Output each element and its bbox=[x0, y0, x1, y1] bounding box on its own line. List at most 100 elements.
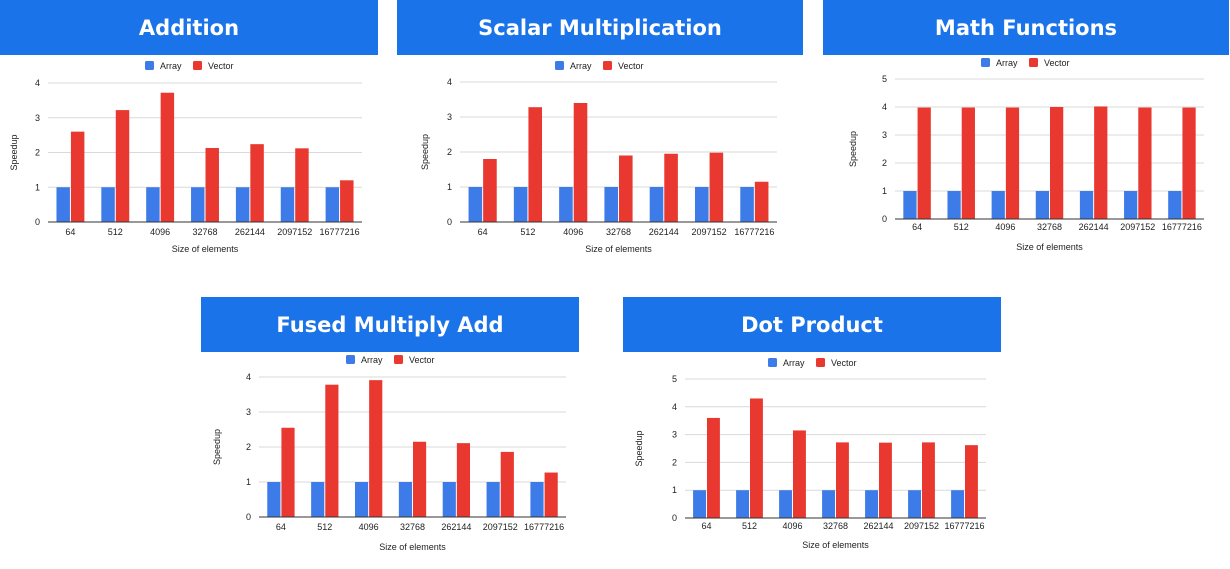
y-tick-label: 1 bbox=[35, 182, 40, 192]
vector-bar bbox=[619, 155, 633, 222]
array-bar bbox=[865, 490, 878, 518]
x-tick-label: 512 bbox=[108, 227, 123, 237]
vector-bar bbox=[340, 180, 354, 222]
chart-panel-math-functions: Math Functions 0 1 2 3 4 5 64 512 4096 32768 26214… bbox=[823, 0, 1229, 270]
array-bar bbox=[779, 490, 792, 518]
x-tick-label: 16777216 bbox=[734, 227, 774, 237]
array-bar bbox=[1079, 191, 1094, 219]
vector-bar bbox=[528, 107, 543, 222]
array-bar bbox=[311, 482, 325, 517]
y-tick-label: 4 bbox=[672, 402, 677, 412]
vector-bar bbox=[836, 442, 849, 518]
x-tick-label: 2097152 bbox=[483, 522, 518, 532]
y-tick-label: 3 bbox=[35, 113, 40, 123]
y-tick-label: 0 bbox=[447, 217, 452, 227]
chart-title-banner: Dot Product bbox=[623, 297, 1001, 352]
y-tick-label: 4 bbox=[447, 77, 452, 87]
legend-swatch-array bbox=[346, 355, 355, 364]
array-bar bbox=[398, 482, 412, 517]
chart-panel-addition: Addition 0 1 2 3 4 64 512 4096 32768 262144 209715… bbox=[0, 0, 378, 270]
vector-bar bbox=[70, 131, 85, 222]
legend-label-array: Array bbox=[996, 58, 1018, 68]
x-tick-label: 16777216 bbox=[1162, 222, 1202, 232]
x-tick-label: 2097152 bbox=[904, 521, 939, 531]
array-bar bbox=[1168, 191, 1182, 219]
chart-dot-product: 0 1 2 3 4 5 64 512 4096 32768 262144 2097152 1677721… bbox=[634, 358, 986, 550]
legend-label-vector: Vector bbox=[618, 61, 644, 71]
x-tick-label: 16777216 bbox=[524, 522, 564, 532]
y-tick-label: 3 bbox=[447, 112, 452, 122]
array-bar bbox=[903, 191, 917, 219]
chart-panel-dot-product: Dot Product 0 1 2 3 4 5 64 512 4096 32768 262144 20… bbox=[623, 297, 1001, 562]
x-tick-label: 4096 bbox=[995, 222, 1015, 232]
array-bar bbox=[559, 187, 573, 222]
vector-bar bbox=[754, 181, 769, 222]
y-tick-label: 3 bbox=[882, 130, 887, 140]
chart-title-banner: Scalar Multiplication bbox=[397, 0, 803, 55]
chart-panel-scalar-multiplication: Scalar Multiplication 0 1 2 3 4 64 512 4096 3276… bbox=[397, 0, 803, 270]
x-tick-label: 262144 bbox=[1079, 222, 1109, 232]
x-tick-label: 2097152 bbox=[1120, 222, 1155, 232]
array-bar bbox=[1035, 191, 1049, 219]
y-tick-label: 4 bbox=[882, 102, 887, 112]
legend-swatch-array bbox=[768, 358, 777, 367]
x-tick-label: 512 bbox=[954, 222, 969, 232]
x-tick-label: 2097152 bbox=[277, 227, 312, 237]
array-bar bbox=[325, 187, 340, 222]
x-tick-label: 32768 bbox=[1037, 222, 1062, 232]
legend-label-vector: Vector bbox=[208, 61, 234, 71]
y-tick-label: 4 bbox=[35, 78, 40, 88]
x-axis-title: Size of elements bbox=[379, 542, 446, 552]
legend-label-vector: Vector bbox=[831, 358, 857, 368]
x-tick-label: 512 bbox=[520, 227, 535, 237]
chart-title-banner: Addition bbox=[0, 0, 378, 55]
y-tick-label: 3 bbox=[246, 407, 251, 417]
y-tick-label: 3 bbox=[672, 430, 677, 440]
array-bar bbox=[468, 187, 483, 222]
array-bar bbox=[604, 187, 618, 222]
array-bar bbox=[146, 187, 160, 222]
y-tick-label: 1 bbox=[672, 485, 677, 495]
x-tick-label: 16777216 bbox=[944, 521, 984, 531]
x-axis-title: Size of elements bbox=[1016, 242, 1083, 252]
chart-addition: 0 1 2 3 4 64 512 4096 32768 262144 2097152 16777216… bbox=[9, 61, 362, 254]
vector-bar bbox=[250, 144, 264, 222]
x-tick-label: 64 bbox=[65, 227, 75, 237]
array-bar bbox=[693, 490, 706, 518]
array-bar bbox=[354, 482, 369, 517]
legend-label-vector: Vector bbox=[1044, 58, 1070, 68]
legend-label-array: Array bbox=[160, 61, 182, 71]
x-tick-label: 32768 bbox=[823, 521, 848, 531]
legend-swatch-vector bbox=[193, 61, 202, 70]
x-tick-label: 4096 bbox=[359, 522, 379, 532]
vector-bar bbox=[115, 110, 130, 222]
y-tick-label: 2 bbox=[447, 147, 452, 157]
array-bar bbox=[513, 187, 528, 222]
array-bar bbox=[951, 490, 964, 518]
y-tick-label: 2 bbox=[35, 148, 40, 158]
x-tick-label: 512 bbox=[317, 522, 332, 532]
vector-bar bbox=[664, 153, 678, 222]
x-tick-label: 262144 bbox=[649, 227, 679, 237]
legend-label-array: Array bbox=[570, 61, 592, 71]
vector-bar bbox=[793, 430, 806, 518]
chart-scalar-multiplication: 0 1 2 3 4 64 512 4096 32768 262144 2097152 16777216… bbox=[420, 61, 777, 254]
x-tick-label: 64 bbox=[276, 522, 286, 532]
y-tick-label: 2 bbox=[882, 158, 887, 168]
vector-bar bbox=[205, 147, 219, 222]
chart-title-banner: Fused Multiply Add bbox=[201, 297, 579, 352]
y-tick-label: 2 bbox=[672, 457, 677, 467]
vector-bar bbox=[750, 398, 763, 518]
array-bar bbox=[736, 490, 749, 518]
vector-bar bbox=[1050, 107, 1064, 219]
vector-bar bbox=[573, 103, 588, 222]
vector-bar bbox=[456, 443, 471, 517]
y-tick-label: 0 bbox=[882, 214, 887, 224]
vector-bar bbox=[879, 442, 892, 518]
array-bar bbox=[822, 490, 835, 518]
chart-panel-fused-multiply-add: Fused Multiply Add 0 1 2 3 4 64 512 4096 32768 26… bbox=[201, 297, 579, 562]
array-bar bbox=[101, 187, 115, 222]
y-axis-title: Speedup bbox=[848, 131, 858, 167]
vector-bar bbox=[160, 92, 175, 222]
vector-bar bbox=[500, 451, 514, 517]
